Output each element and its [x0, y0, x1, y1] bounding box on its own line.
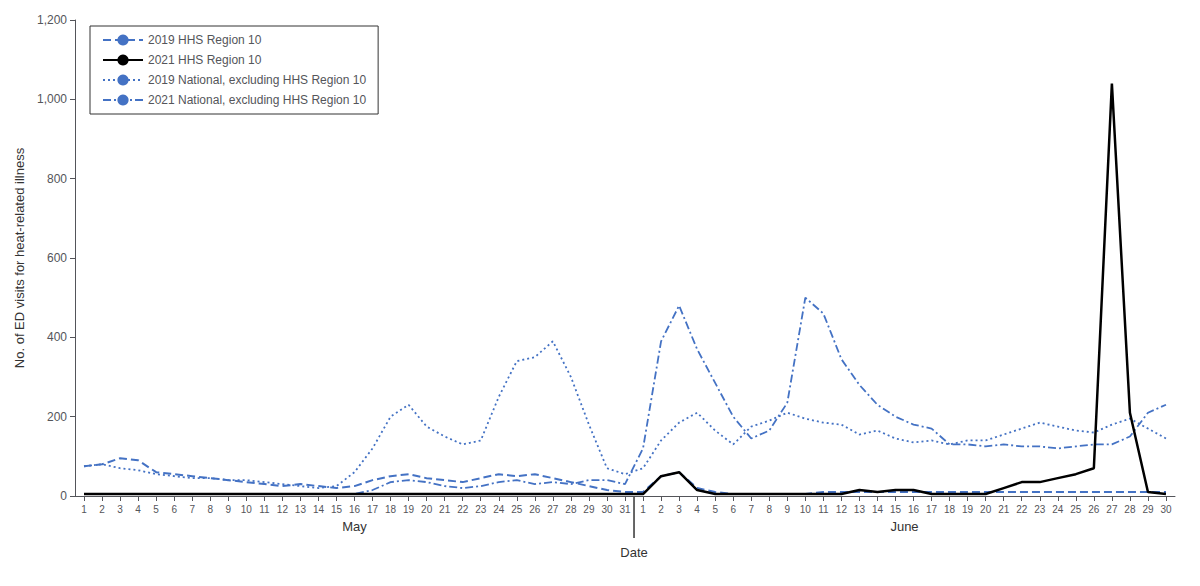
svg-text:2019 National, excluding HHS R: 2019 National, excluding HHS Region 10 [148, 73, 366, 87]
svg-text:1,200: 1,200 [37, 13, 67, 27]
svg-text:3: 3 [676, 504, 682, 515]
svg-text:600: 600 [47, 251, 67, 265]
svg-text:15: 15 [890, 504, 902, 515]
svg-text:30: 30 [601, 504, 613, 515]
svg-text:24: 24 [1052, 504, 1064, 515]
svg-text:12: 12 [836, 504, 848, 515]
svg-text:200: 200 [47, 410, 67, 424]
svg-text:13: 13 [854, 504, 866, 515]
svg-text:7: 7 [189, 504, 195, 515]
svg-text:2021 National, excluding HHS R: 2021 National, excluding HHS Region 10 [148, 93, 366, 107]
svg-text:15: 15 [331, 504, 343, 515]
svg-text:23: 23 [475, 504, 487, 515]
svg-text:6: 6 [171, 504, 177, 515]
svg-text:28: 28 [1124, 504, 1136, 515]
svg-text:10: 10 [800, 504, 812, 515]
svg-text:2: 2 [658, 504, 664, 515]
svg-text:27: 27 [547, 504, 559, 515]
svg-text:5: 5 [153, 504, 159, 515]
svg-text:25: 25 [511, 504, 523, 515]
svg-text:30: 30 [1160, 504, 1172, 515]
svg-text:17: 17 [367, 504, 379, 515]
svg-text:5: 5 [712, 504, 718, 515]
svg-text:21: 21 [998, 504, 1010, 515]
svg-text:17: 17 [926, 504, 938, 515]
svg-text:8: 8 [766, 504, 772, 515]
svg-text:8: 8 [207, 504, 213, 515]
svg-text:4: 4 [135, 504, 141, 515]
svg-text:19: 19 [403, 504, 415, 515]
svg-text:10: 10 [241, 504, 253, 515]
svg-text:May: May [342, 519, 367, 534]
svg-text:22: 22 [1016, 504, 1028, 515]
svg-text:19: 19 [962, 504, 974, 515]
svg-text:1: 1 [640, 504, 646, 515]
svg-text:2019 HHS Region 10: 2019 HHS Region 10 [148, 33, 262, 47]
svg-text:June: June [890, 519, 918, 534]
svg-text:12: 12 [277, 504, 289, 515]
svg-text:18: 18 [944, 504, 956, 515]
svg-text:0: 0 [60, 489, 67, 503]
svg-text:4: 4 [694, 504, 700, 515]
svg-text:2: 2 [99, 504, 105, 515]
svg-text:18: 18 [385, 504, 397, 515]
svg-text:14: 14 [313, 504, 325, 515]
svg-text:20: 20 [421, 504, 433, 515]
svg-text:29: 29 [583, 504, 595, 515]
svg-text:400: 400 [47, 330, 67, 344]
svg-text:13: 13 [295, 504, 307, 515]
svg-text:14: 14 [872, 504, 884, 515]
svg-text:28: 28 [565, 504, 577, 515]
svg-text:26: 26 [1088, 504, 1100, 515]
svg-text:22: 22 [457, 504, 469, 515]
svg-text:3: 3 [117, 504, 123, 515]
svg-text:25: 25 [1070, 504, 1082, 515]
svg-text:23: 23 [1034, 504, 1046, 515]
svg-text:31: 31 [619, 504, 631, 515]
svg-text:2021 HHS Region 10: 2021 HHS Region 10 [148, 53, 262, 67]
svg-text:26: 26 [529, 504, 541, 515]
svg-text:6: 6 [730, 504, 736, 515]
svg-text:Date: Date [620, 545, 647, 560]
svg-text:11: 11 [818, 504, 829, 515]
svg-text:9: 9 [785, 504, 791, 515]
svg-text:No. of ED visits for heat-rela: No. of ED visits for heat-related illnes… [12, 147, 27, 368]
svg-text:1: 1 [81, 504, 87, 515]
svg-text:20: 20 [980, 504, 992, 515]
svg-text:16: 16 [908, 504, 920, 515]
svg-text:11: 11 [259, 504, 270, 515]
svg-text:7: 7 [748, 504, 754, 515]
svg-text:1,000: 1,000 [37, 92, 67, 106]
svg-text:9: 9 [225, 504, 231, 515]
svg-text:29: 29 [1142, 504, 1154, 515]
svg-text:21: 21 [439, 504, 451, 515]
svg-text:24: 24 [493, 504, 505, 515]
svg-text:16: 16 [349, 504, 361, 515]
svg-text:27: 27 [1106, 504, 1118, 515]
svg-text:800: 800 [47, 172, 67, 186]
